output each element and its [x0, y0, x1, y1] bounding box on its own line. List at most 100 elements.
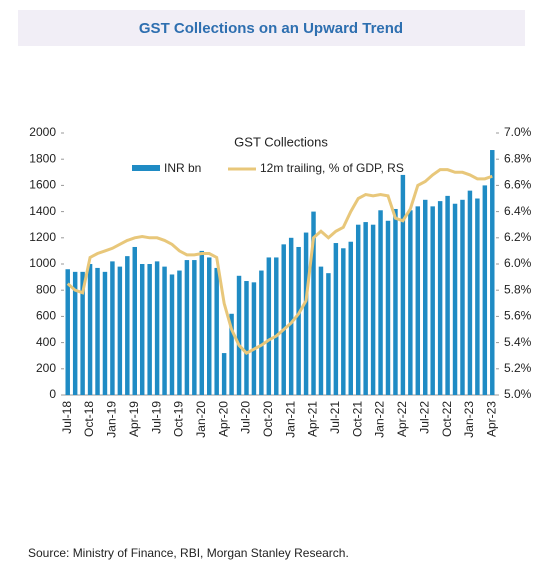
- bar: [259, 270, 264, 395]
- y2-tick-label: 7.0%: [504, 125, 532, 139]
- bar: [385, 220, 391, 395]
- y-tick-label: 1600: [29, 178, 56, 192]
- bar: [87, 264, 93, 395]
- bar: [281, 244, 286, 395]
- line: [66, 168, 493, 355]
- y-tick-label: 1800: [29, 151, 56, 165]
- x-tick-label: Jul-21: [328, 401, 342, 434]
- bar: [65, 269, 70, 395]
- bar: [274, 257, 279, 395]
- bar: [199, 250, 205, 395]
- y2-tick-label: 6.4%: [504, 204, 532, 218]
- x-tick-label: Oct-18: [82, 401, 96, 437]
- header-band: [18, 10, 525, 46]
- source: Source: Ministry of Finance, RBI, Morgan…: [28, 546, 349, 560]
- bar: [177, 270, 182, 395]
- bar: [80, 271, 85, 395]
- x-tick-label: Jul-22: [417, 401, 431, 434]
- y-tick-label: 0: [49, 387, 56, 401]
- y2-tick-label: 6.6%: [504, 178, 532, 192]
- x-tick-label: Jan-21: [283, 401, 297, 438]
- bar: [452, 203, 458, 395]
- x-tick-label: Jan-23: [462, 401, 476, 438]
- x-tick-label: Apr-19: [127, 401, 141, 437]
- bar: [400, 174, 406, 395]
- bar: [415, 206, 421, 395]
- x-tick-label: Jan-19: [105, 401, 119, 438]
- bar: [251, 282, 257, 395]
- bar: [393, 208, 398, 395]
- y-tick-label: 200: [36, 361, 56, 375]
- x-tick-label: Apr-21: [306, 401, 320, 437]
- bar: [162, 266, 167, 395]
- bar: [117, 266, 123, 395]
- bar: [430, 206, 435, 395]
- bar: [490, 150, 495, 395]
- bar: [378, 210, 383, 395]
- bar: [266, 257, 272, 395]
- x-tick-label: Jan-20: [194, 401, 208, 438]
- bar: [363, 222, 368, 395]
- y-tick-label: 1000: [29, 256, 56, 270]
- bar: [221, 353, 227, 395]
- legend-label: 12m trailing, % of GDP, RS: [260, 161, 404, 175]
- bar: [110, 261, 115, 395]
- bar: [207, 257, 212, 395]
- bar: [348, 241, 353, 395]
- bar: [154, 261, 160, 395]
- y2-tick-label: 6.2%: [504, 230, 532, 244]
- x-tick-label: Apr-20: [216, 401, 230, 437]
- bar: [102, 271, 108, 395]
- bar: [445, 195, 450, 395]
- bar: [139, 264, 145, 395]
- bar: [318, 266, 324, 395]
- y2-tick-label: 6.0%: [504, 256, 532, 270]
- header-title: GST Collections on an Upward Trend: [139, 20, 403, 37]
- y-tick-label: 600: [36, 309, 56, 323]
- bar: [408, 210, 413, 395]
- x-tick-label: Jan-22: [373, 401, 387, 438]
- bar: [192, 260, 197, 395]
- bar: [214, 267, 219, 395]
- bar: [184, 260, 190, 395]
- y-tick-label: 400: [36, 335, 56, 349]
- bar: [482, 185, 488, 395]
- x-tick-label: Oct-20: [261, 401, 275, 437]
- x-tick-label: Oct-21: [350, 401, 364, 437]
- x-tick-label: Jul-20: [239, 401, 253, 434]
- x-tick-label: Jul-19: [149, 401, 163, 434]
- y-tick-label: 800: [36, 282, 56, 296]
- y2-tick-label: 6.8%: [504, 151, 532, 165]
- chart-title: GST Collections: [234, 134, 328, 149]
- bar: [370, 224, 376, 395]
- bar: [132, 246, 137, 395]
- x-tick-label: Jul-18: [60, 401, 74, 434]
- bar: [147, 264, 152, 395]
- bar: [326, 273, 331, 395]
- bar: [125, 256, 130, 395]
- bar: [95, 267, 100, 395]
- bar: [355, 224, 361, 395]
- bar: [467, 190, 473, 395]
- bar: [437, 201, 443, 395]
- y2-tick-label: 5.6%: [504, 309, 532, 323]
- bar: [460, 199, 465, 395]
- bar: [288, 237, 294, 395]
- bar: [244, 281, 249, 395]
- bar: [423, 199, 428, 395]
- bar: [475, 198, 480, 395]
- bar: [169, 274, 175, 395]
- bar: [236, 275, 242, 395]
- bar: [296, 246, 301, 395]
- legend-label: INR bn: [164, 161, 201, 175]
- x-tick-label: Oct-22: [440, 401, 454, 437]
- x-tick-label: Apr-22: [395, 401, 409, 437]
- y-tick-label: 1400: [29, 204, 56, 218]
- legend-swatch: [132, 165, 160, 171]
- y2-tick-label: 5.8%: [504, 282, 532, 296]
- bar: [229, 313, 234, 395]
- bar: [311, 211, 316, 395]
- y2-tick-label: 5.2%: [504, 361, 532, 375]
- x-tick-label: Apr-23: [484, 401, 498, 437]
